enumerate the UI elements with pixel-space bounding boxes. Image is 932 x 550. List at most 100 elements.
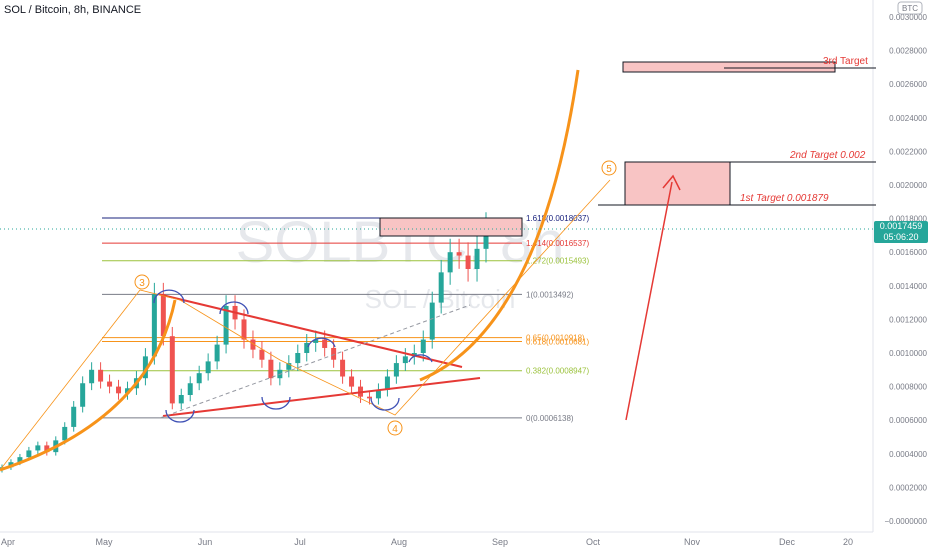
x-tick-label: Dec <box>779 537 796 547</box>
candle-body <box>178 395 184 404</box>
candle-body <box>62 426 68 441</box>
y-tick-label: −0.0000000 <box>885 517 928 526</box>
candle-body <box>196 373 202 384</box>
candle-body <box>116 386 122 394</box>
target-arrow-shaft <box>625 181 673 421</box>
candle-body <box>420 339 426 353</box>
candle-body <box>223 305 229 345</box>
candle-body <box>438 272 444 303</box>
x-tick-label: May <box>95 537 113 547</box>
candle-body <box>384 376 390 390</box>
target-1-label: 1st Target 0.001879 <box>740 193 829 204</box>
wave-3-circle <box>134 274 150 290</box>
arc-bottom-1 <box>165 409 195 423</box>
candle-body <box>375 389 381 399</box>
candle-body <box>402 356 408 364</box>
fib-level-label: 0.65(0.0010918) <box>526 334 585 343</box>
x-tick-label: Sep <box>492 537 508 547</box>
candle-body <box>366 396 372 399</box>
y-tick-label: 0.0014000 <box>889 282 927 291</box>
arc-bottom-3 <box>370 397 400 411</box>
wave-3-label: 3 <box>139 278 145 289</box>
candle-body <box>447 252 453 273</box>
candle-body <box>268 359 274 379</box>
candle-body <box>26 450 32 458</box>
last-price-value: 0.0017459 <box>879 221 923 231</box>
candle-body <box>349 376 355 387</box>
y-tick-label: 0.0008000 <box>889 383 927 392</box>
x-tick-label: Jun <box>198 537 213 547</box>
x-tick-label: Nov <box>684 537 701 547</box>
parabolic-curve-right <box>419 69 580 382</box>
candle-body <box>151 294 157 357</box>
last-price-countdown: 05:06:20 <box>883 232 919 242</box>
target-3-label: 3rd Target <box>823 56 868 67</box>
y-tick-label: 0.0022000 <box>889 147 927 156</box>
candle-body <box>331 347 337 360</box>
candle-body <box>71 406 77 427</box>
candle-body <box>340 359 346 377</box>
candle-body <box>295 353 301 364</box>
candle-body <box>142 356 148 379</box>
candle-body <box>241 319 247 340</box>
y-tick-label: 0.0030000 <box>889 13 927 22</box>
currency-badge-text: BTC <box>902 4 918 13</box>
candle-body <box>35 445 41 451</box>
last-price-tag: 0.0017459 05:06:20 <box>874 221 928 243</box>
arc-top-1 <box>153 289 185 304</box>
fib-level-label: 0.618(0.0010681) <box>526 338 590 347</box>
currency-badge <box>897 1 923 15</box>
parabolic-curve-left <box>0 299 177 472</box>
y-tick-label: 0.0012000 <box>889 315 927 324</box>
fib-level-label: 1.272(0.0015493) <box>526 257 590 266</box>
arc-bottom-2 <box>261 396 291 410</box>
candle-body <box>286 363 292 370</box>
y-tick-label: 0.0006000 <box>889 416 927 425</box>
dashed-diagonal <box>159 304 471 419</box>
candle-body <box>322 339 328 348</box>
candle-body <box>483 227 489 249</box>
candle-body <box>187 383 193 395</box>
candle-body <box>80 383 86 407</box>
wave-5-circle <box>601 160 617 176</box>
candle-body <box>124 388 130 394</box>
wave-5-label: 5 <box>606 164 612 175</box>
candle-body <box>89 369 95 384</box>
chart-title: SOL / Bitcoin, 8h, BINANCE <box>4 4 142 16</box>
candle-body <box>474 248 480 269</box>
fib-level-label: 0(0.0006138) <box>526 414 574 423</box>
candle-body <box>313 339 319 343</box>
upper-trendline <box>157 293 463 368</box>
candle-body <box>107 381 113 387</box>
candle-body <box>160 294 166 337</box>
candle-body <box>465 255 471 269</box>
fib-target-box <box>379 217 523 237</box>
candle-body <box>393 363 399 377</box>
fib-level-label: 1(0.0013492) <box>526 290 574 299</box>
arc-top-4 <box>408 354 433 363</box>
y-tick-label: 0.0004000 <box>889 450 927 459</box>
wave-4-label: 4 <box>392 424 398 435</box>
target-3-box <box>622 61 836 73</box>
candle-body <box>214 344 220 362</box>
candle-body <box>169 336 175 404</box>
fib-level-label: 1.414(0.0016537) <box>526 239 590 248</box>
y-tick-label: 0.0016000 <box>889 248 927 257</box>
candle-body <box>98 369 104 382</box>
x-tick-label: Jul <box>294 537 306 547</box>
target-2-label: 2nd Target 0.002 <box>789 150 866 161</box>
candle-body <box>44 445 50 453</box>
candle-body <box>456 252 462 256</box>
lower-trendline <box>162 377 481 417</box>
target-arrow-head <box>662 174 681 191</box>
y-tick-label: 0.0024000 <box>889 114 927 123</box>
candle-body <box>259 349 265 360</box>
candle-body <box>17 457 23 463</box>
y-tick-label: 0.0010000 <box>889 349 927 358</box>
y-tick-label: 0.0028000 <box>889 47 927 56</box>
fib-level-label: 0.382(0.0008947) <box>526 367 590 376</box>
arc-top-3 <box>307 337 336 348</box>
x-tick-label: 20 <box>843 537 853 547</box>
candle-body <box>205 361 211 374</box>
